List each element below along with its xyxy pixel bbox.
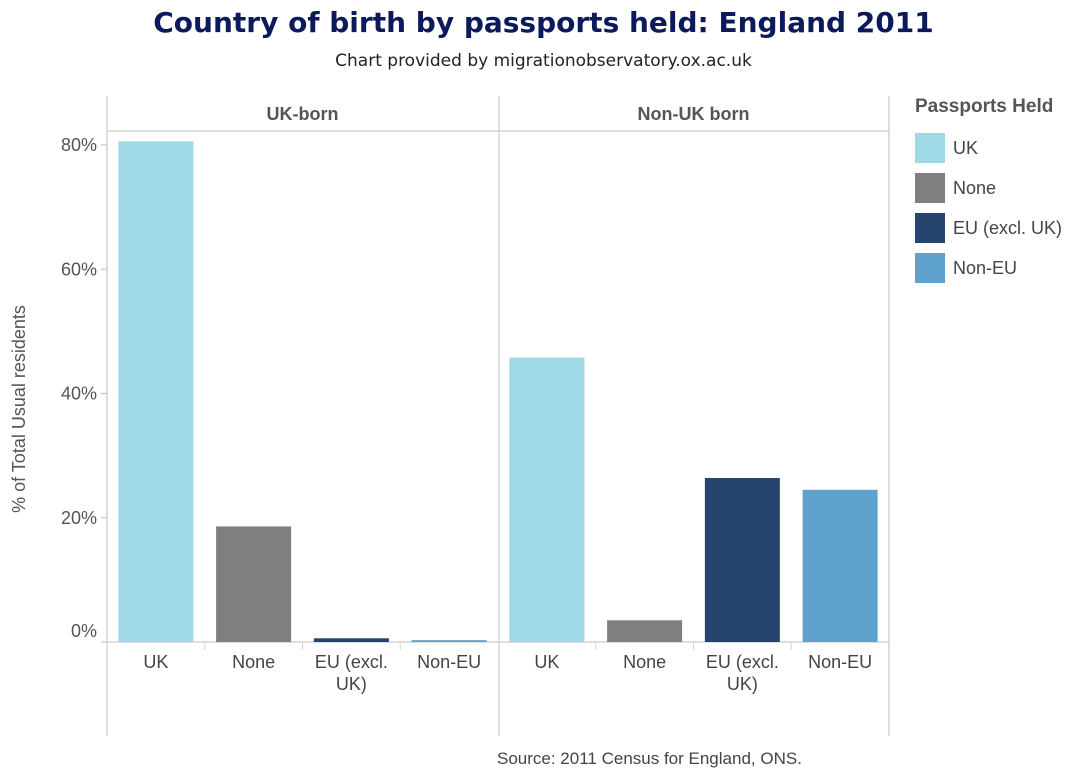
chart-title: Country of birth by passports held: Engl… xyxy=(153,6,934,39)
bar xyxy=(509,357,585,642)
source-note: Source: 2011 Census for England, ONS. xyxy=(497,749,802,768)
chart-subtitle: Chart provided by migrationobservatory.o… xyxy=(335,51,752,71)
y-tick-label: 80% xyxy=(61,135,97,155)
x-tick-label: UK xyxy=(534,652,559,672)
legend-label-uk: UK xyxy=(953,137,979,158)
x-tick-label: None xyxy=(232,652,275,672)
legend-item-non-eu: Non-EU xyxy=(915,248,1062,288)
bar xyxy=(704,477,780,642)
y-tick-label: 40% xyxy=(61,384,97,404)
panel-header: UK-born xyxy=(267,104,339,124)
x-tick-label: Non-EU xyxy=(417,652,481,672)
bar xyxy=(802,489,878,642)
legend-swatch-eu xyxy=(915,213,945,243)
y-tick-label: 60% xyxy=(61,259,97,279)
legend-item-none: None xyxy=(915,168,1062,208)
x-tick-label: Non-EU xyxy=(808,652,872,672)
y-axis-title: % of Total Usual residents xyxy=(9,305,29,513)
legend-swatch-non-eu xyxy=(915,253,945,283)
y-tick-label: 20% xyxy=(61,508,97,528)
panel-header: Non-UK born xyxy=(638,104,750,124)
legend-swatch-none xyxy=(915,173,945,203)
x-tick-label: UK xyxy=(143,652,168,672)
bar xyxy=(118,141,194,642)
legend-label-non-eu: Non-EU xyxy=(953,257,1018,278)
y-tick-label: 0% xyxy=(71,621,97,641)
legend-swatch-uk xyxy=(915,133,945,163)
x-tick-label: None xyxy=(623,652,666,672)
legend-label-eu: EU (excl. UK) xyxy=(953,217,1063,238)
legend: Passports Held UK None EU (excl. UK) Non… xyxy=(915,96,1062,288)
bar xyxy=(411,640,487,642)
bar xyxy=(216,526,292,642)
bar xyxy=(313,638,389,642)
x-tick-label: EU (excl. UK) xyxy=(315,652,388,694)
legend-title: Passports Held xyxy=(915,96,1054,117)
legend-item-eu: EU (excl. UK) xyxy=(915,208,1062,248)
legend-label-none: None xyxy=(953,177,997,198)
legend-item-uk: UK xyxy=(915,128,1062,168)
bar xyxy=(607,620,683,642)
x-tick-label: EU (excl. UK) xyxy=(706,652,779,694)
